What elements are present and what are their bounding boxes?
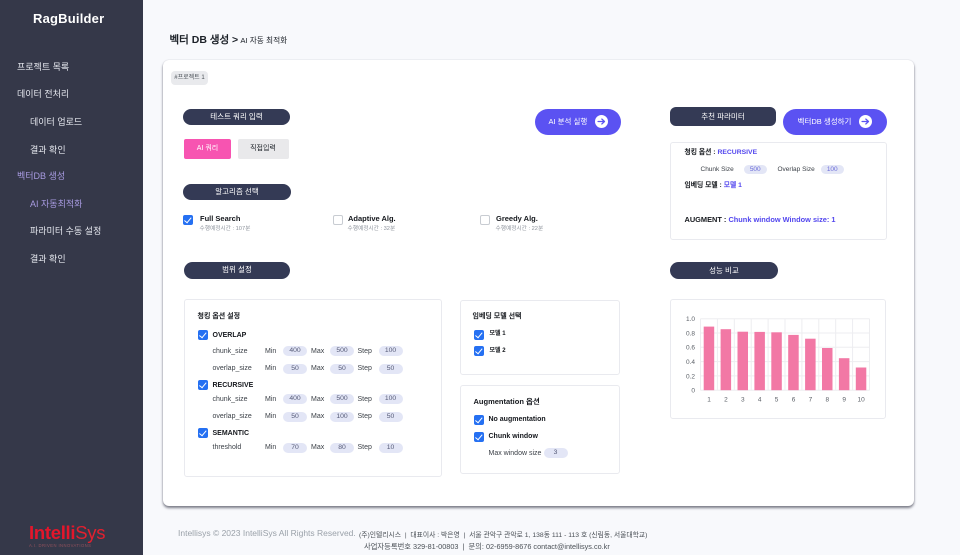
svg-text:0.6: 0.6 bbox=[686, 345, 695, 352]
svg-text:1: 1 bbox=[707, 397, 711, 404]
svg-text:0.4: 0.4 bbox=[686, 359, 695, 366]
svg-text:10: 10 bbox=[857, 397, 865, 404]
svg-text:5: 5 bbox=[775, 397, 779, 404]
svg-text:0: 0 bbox=[691, 388, 695, 395]
svg-text:4: 4 bbox=[758, 397, 762, 404]
svg-text:3: 3 bbox=[741, 397, 745, 404]
svg-text:7: 7 bbox=[809, 397, 813, 404]
svg-text:6: 6 bbox=[792, 397, 796, 404]
svg-text:1.0: 1.0 bbox=[686, 316, 695, 323]
svg-text:2: 2 bbox=[724, 397, 728, 404]
svg-text:0.8: 0.8 bbox=[686, 330, 695, 337]
svg-text:8: 8 bbox=[825, 397, 829, 404]
svg-text:0.2: 0.2 bbox=[686, 373, 695, 380]
svg-text:9: 9 bbox=[842, 397, 846, 404]
